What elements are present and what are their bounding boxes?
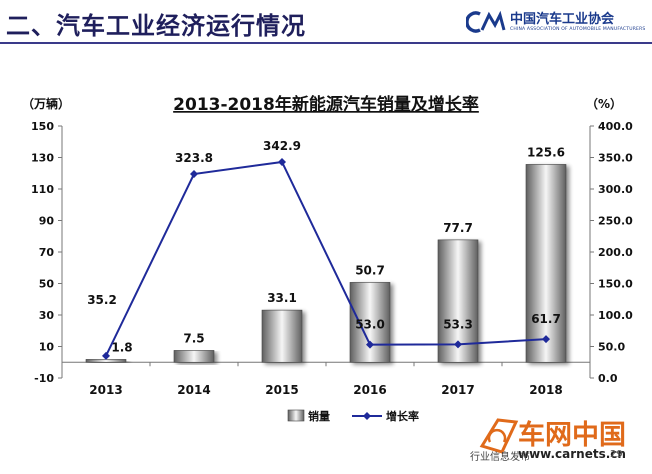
legend-swatch-sales [287,409,305,422]
x-tick-label: 2014 [177,383,210,397]
x-tick-label: 2013 [89,383,122,397]
y-left-tick-label: -10 [34,372,54,385]
growth-rate-line [105,160,547,357]
y-right-tick-label: 300.0 [598,183,633,196]
y-right-tick-label: 100.0 [598,309,633,322]
carnets-logo-icon [479,418,519,454]
y-right-tick-label: 400.0 [598,120,633,133]
sales-bar-label: 77.7 [443,221,473,235]
chart-area: 2013-2018年新能源汽车销量及增长率 （万辆） （%） 150 130 110 90 7… [0,44,652,470]
sales-bar-label: 1.8 [111,340,132,354]
y-left-tick-label: 70 [39,246,55,259]
sales-bar [85,359,127,363]
org-name: 中国汽车工业协会 [510,12,615,27]
x-tick-label: 2016 [353,383,386,397]
page-number: 29 [610,449,623,460]
growth-rate-label: 61.7 [531,312,561,326]
growth-rate-label: 323.8 [175,151,213,165]
sales-bar [349,282,391,363]
y-right-tick-label: 150.0 [598,278,633,291]
growth-rate-point [190,170,198,179]
y-left-tick-label: 50 [39,278,55,291]
y-left-tick-label: 130 [31,152,54,165]
slide-title: 二、汽车工业经济运行情况 [6,12,306,40]
sales-bar-label: 50.7 [355,263,385,277]
growth-rate-label: 53.0 [355,318,385,332]
sales-growth-chart: 2013-2018年新能源汽车销量及增长率 （万辆） （%） 150 130 110 90 7… [22,94,633,423]
sales-bar-label: 125.6 [527,145,565,159]
org-name-en: CHINA ASSOCIATION OF AUTOMOBILE MANUFACT… [510,27,646,32]
watermark-text: 车网中国 [518,420,626,451]
growth-rate-label: 342.9 [263,139,301,153]
watermark-url: www.carnets.cn [518,447,626,461]
y-left-tick-label: 10 [39,341,55,354]
y-left-tick-label: 90 [39,215,55,228]
legend-label-growth: 增长率 [386,409,419,423]
chart-title: 2013-2018年新能源汽车销量及增长率 [173,94,479,115]
legend-label-sales: 销量 [308,409,330,423]
growth-rate-label: 53.3 [443,317,473,331]
slide-header: 二、汽车工业经济运行情况 中国汽车工业协会 CHINA ASSOCIATION … [0,0,652,44]
y-right-tick-label: 250.0 [598,215,633,228]
growth-rate-point [366,340,374,349]
y-right-tick-label: 50.0 [598,341,625,354]
y-left-tick-label: 30 [39,309,55,322]
growth-rate-point [278,157,286,166]
caam-logo-icon [466,10,506,33]
x-tick-label: 2017 [441,383,474,397]
x-tick-label: 2015 [265,383,298,397]
y-right-tick-label: 350.0 [598,152,633,165]
growth-rate-label: 35.2 [87,293,117,307]
sales-bar [173,350,215,363]
growth-rate-point [542,335,550,344]
growth-rate-point [102,351,110,360]
sales-bar [525,164,567,363]
y-right-tick-label: 0.0 [598,372,618,385]
sales-bar-label: 7.5 [183,331,204,345]
sales-bar [261,309,303,363]
y-left-unit: （万辆） [22,96,70,111]
legend-marker-growth [363,412,371,420]
sales-bar-label: 33.1 [267,291,297,305]
y-right-unit: （%） [586,96,622,111]
y-left-tick-label: 110 [31,183,54,196]
y-left-tick-label: 150 [31,120,54,133]
source-note: 行业信息发布 [470,452,530,463]
x-tick-label: 2018 [529,383,562,397]
y-right-tick-label: 200.0 [598,246,633,259]
header-rule [0,42,652,44]
growth-rate-point [454,340,462,349]
